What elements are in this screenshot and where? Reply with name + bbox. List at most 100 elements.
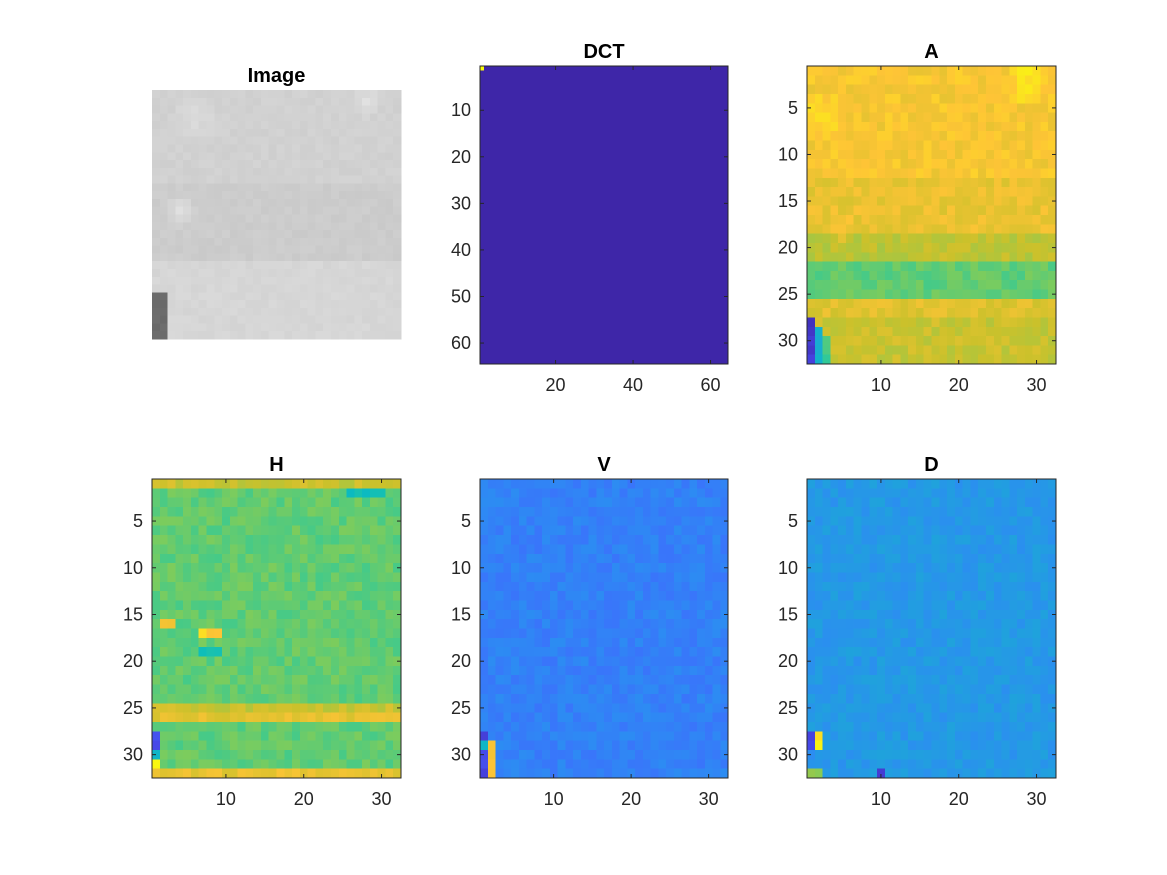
heatmap-cell xyxy=(557,107,562,113)
heatmap-cell xyxy=(511,117,516,123)
heatmap-cell xyxy=(534,98,539,104)
heatmap-cell xyxy=(697,215,702,220)
heatmap-cell xyxy=(354,128,363,137)
heatmap-cell xyxy=(720,79,725,85)
heatmap-cell xyxy=(545,177,551,183)
heatmap-cell xyxy=(720,66,725,71)
heatmap-cell xyxy=(522,289,527,295)
heatmap-cell xyxy=(503,112,508,118)
heatmap-cell xyxy=(198,214,207,223)
heatmap-cell xyxy=(700,117,706,123)
heatmap-cell xyxy=(526,326,531,332)
heatmap-cell xyxy=(561,191,566,197)
heatmap-cell xyxy=(511,340,516,346)
heatmap-cell xyxy=(573,93,578,99)
heatmap-cell xyxy=(299,105,308,114)
heatmap-cell xyxy=(631,308,636,314)
heatmap-cell xyxy=(619,126,624,132)
heatmap-cell xyxy=(619,238,624,244)
heatmap-cell xyxy=(549,205,554,211)
heatmap-cell xyxy=(307,230,316,239)
heatmap-cell xyxy=(600,215,605,220)
heatmap-cell xyxy=(545,121,551,127)
heatmap-cell xyxy=(576,233,582,239)
heatmap-cell xyxy=(704,284,709,290)
heatmap-cell xyxy=(658,145,663,151)
heatmap-cell xyxy=(526,242,531,248)
heatmap-cell xyxy=(530,270,535,276)
heatmap-cell xyxy=(483,66,489,71)
heatmap-cell xyxy=(237,175,246,184)
heatmap-cell xyxy=(607,261,613,267)
heatmap-cell xyxy=(623,336,628,342)
heatmap-cell xyxy=(627,312,632,318)
heatmap-cell xyxy=(611,308,616,314)
heatmap-cell xyxy=(549,336,554,342)
heatmap-cell xyxy=(569,219,574,225)
heatmap-cell xyxy=(507,154,512,160)
heatmap-cell xyxy=(530,205,535,211)
heatmap-cell xyxy=(650,270,655,276)
heatmap-cell xyxy=(511,210,516,216)
heatmap-cell xyxy=(588,135,593,141)
heatmap-cell xyxy=(330,97,340,106)
subplot-image: Image xyxy=(152,65,402,340)
heatmap-cell xyxy=(635,159,640,165)
heatmap-cell xyxy=(542,298,547,304)
heatmap-cell xyxy=(588,154,593,160)
heatmap-cell xyxy=(584,154,589,160)
heatmap-cell xyxy=(573,121,578,127)
heatmap-cell xyxy=(720,289,725,295)
heatmap-cell xyxy=(627,205,632,211)
heatmap-cell xyxy=(569,79,574,85)
heatmap-cell xyxy=(354,175,363,184)
heatmap-cell xyxy=(491,247,496,253)
heatmap-cell xyxy=(542,205,547,211)
heatmap-cell xyxy=(689,280,694,286)
heatmap-cell xyxy=(483,210,489,216)
heatmap-cell xyxy=(315,261,324,270)
heatmap-cell xyxy=(323,113,332,122)
heatmap-cell xyxy=(600,280,605,286)
heatmap-cell xyxy=(299,268,308,278)
heatmap-cell xyxy=(650,242,655,248)
heatmap-cell xyxy=(518,219,523,225)
heatmap-cell xyxy=(580,140,585,146)
heatmap-cell xyxy=(518,163,523,169)
heatmap-cell xyxy=(673,228,678,234)
heatmap-cell xyxy=(642,270,647,276)
heatmap-cell xyxy=(658,340,663,346)
heatmap-cell xyxy=(611,345,616,351)
heatmap-cell xyxy=(545,126,551,132)
heatmap-cell xyxy=(673,233,678,239)
heatmap-cell xyxy=(681,350,686,355)
heatmap-cell xyxy=(362,222,371,231)
heatmap-cell xyxy=(642,126,647,132)
heatmap-cell xyxy=(642,336,647,342)
heatmap-cell xyxy=(627,154,632,160)
heatmap-cell xyxy=(658,163,663,169)
heatmap-cell xyxy=(299,315,308,324)
heatmap-cell xyxy=(584,210,589,216)
heatmap-cell xyxy=(338,136,347,145)
heatmap-cell xyxy=(530,224,535,230)
heatmap-cell xyxy=(720,284,725,290)
heatmap-cell xyxy=(393,300,402,309)
heatmap-cell xyxy=(724,93,729,99)
heatmap-cell xyxy=(662,187,667,193)
heatmap-cell xyxy=(615,228,620,234)
heatmap-cell xyxy=(483,98,489,104)
heatmap-cell xyxy=(685,256,690,262)
heatmap-cell xyxy=(480,317,485,323)
heatmap-cell xyxy=(708,238,713,244)
heatmap-cell xyxy=(720,187,725,193)
heatmap-cell xyxy=(175,128,184,137)
heatmap-cell xyxy=(542,233,547,239)
heatmap-cell xyxy=(716,121,721,127)
heatmap-cell xyxy=(700,79,706,85)
heatmap-cell xyxy=(385,175,394,184)
heatmap-cell xyxy=(480,210,485,216)
heatmap-cell xyxy=(499,66,504,71)
heatmap-cell xyxy=(584,317,589,323)
heatmap-cell xyxy=(268,276,277,285)
